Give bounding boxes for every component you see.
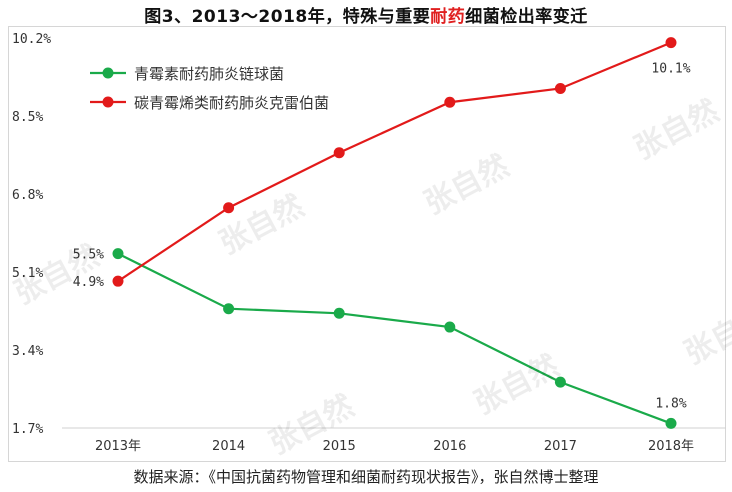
legend-label: 碳青霉烯类耐药肺炎克雷伯菌: [134, 94, 329, 112]
y-tick-label: 5.1%: [12, 266, 43, 281]
y-tick-label: 10.2%: [12, 32, 51, 47]
data-label: 10.1%: [651, 62, 690, 77]
data-point: [665, 37, 677, 49]
legend-swatch-marker: [102, 96, 114, 108]
data-point: [444, 321, 456, 333]
data-point: [444, 96, 456, 108]
legend-label: 青霉素耐药肺炎链球菌: [134, 65, 284, 83]
data-source-note: 数据来源：《中国抗菌药物管理和细菌耐药现状报告》，张自然博士整理: [133, 468, 599, 486]
x-tick-label: 2013年: [95, 439, 141, 454]
title-suffix: 细菌检出率变迁: [465, 7, 588, 27]
data-point: [554, 82, 566, 94]
data-point: [223, 202, 235, 214]
x-tick-label: 2016: [433, 439, 466, 454]
legend-swatch-marker: [102, 67, 114, 79]
x-tick-label: 2014: [212, 439, 245, 454]
line-chart: 1.7% 3.4% 5.1% 6.8% 8.5% 10.2% 2013年 2014 2015 20…: [12, 32, 726, 454]
data-point: [554, 376, 566, 388]
chart-frame: [8, 26, 726, 462]
data-point: [333, 147, 345, 159]
y-tick-label: 1.7%: [12, 422, 43, 437]
series-line: [117, 252, 672, 425]
x-tick-label: 2017: [544, 439, 577, 454]
title-prefix: 图3、2013～2018年，特殊与重要: [144, 7, 431, 27]
x-tick-label: 2015: [323, 439, 356, 454]
chart-title: 图3、2013～2018年，特殊与重要耐药细菌检出率变迁: [0, 2, 732, 27]
y-tick-label: 6.8%: [12, 188, 43, 203]
data-point: [112, 248, 124, 260]
title-highlight: 耐药: [430, 7, 466, 27]
data-point: [665, 417, 677, 429]
series-line: [117, 41, 672, 283]
data-label: 4.9%: [73, 275, 104, 290]
data-label: 5.5%: [73, 248, 104, 263]
data-point: [112, 275, 124, 287]
data-point: [223, 303, 235, 315]
y-tick-label: 3.4%: [12, 344, 43, 359]
data-point: [333, 307, 345, 319]
data-label: 1.8%: [655, 396, 686, 411]
y-tick-label: 8.5%: [12, 110, 43, 125]
x-tick-label: 2018年: [648, 439, 694, 454]
